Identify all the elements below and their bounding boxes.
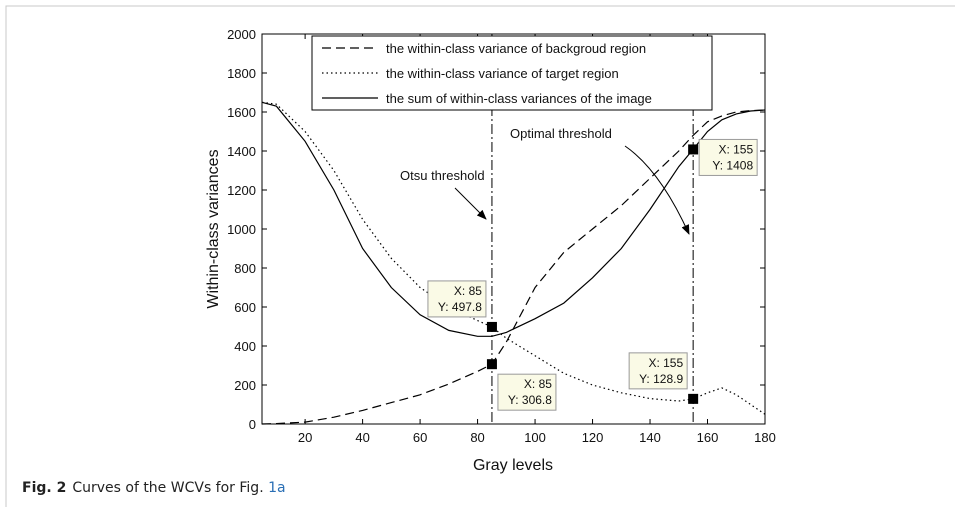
x-tick-label: 40 bbox=[355, 430, 369, 445]
legend-box bbox=[311, 35, 713, 111]
series-line bbox=[261, 101, 766, 337]
x-tick-label: 20 bbox=[298, 430, 312, 445]
x-tick-label: 100 bbox=[524, 430, 546, 445]
datatip-marker bbox=[486, 321, 497, 332]
caption-ref[interactable]: 1a bbox=[268, 480, 286, 496]
y-tick-label: 2000 bbox=[227, 27, 256, 42]
series-line bbox=[261, 109, 766, 425]
y-tick-label: 600 bbox=[234, 300, 256, 315]
legend-label: the within-class variance of backgroud r… bbox=[386, 41, 646, 56]
y-tick-label: 1800 bbox=[227, 66, 256, 81]
datatip-box bbox=[628, 352, 688, 390]
datatip-y: Y: 128.9 bbox=[639, 372, 683, 386]
y-tick-label: 1000 bbox=[227, 222, 256, 237]
frame bbox=[5, 5, 955, 507]
datatip-box bbox=[497, 373, 557, 411]
datatip-box bbox=[427, 280, 487, 318]
y-tick-label: 200 bbox=[234, 378, 256, 393]
annotation-arrow bbox=[624, 145, 690, 235]
datatip-marker bbox=[486, 359, 497, 370]
y-tick-label: 0 bbox=[249, 417, 256, 432]
x-tick-label: 160 bbox=[697, 430, 719, 445]
caption: Fig. 2 Curves of the WCVs for Fig. 1a bbox=[22, 480, 286, 496]
legend-label: the sum of within-class variances of the… bbox=[386, 91, 652, 106]
y-tick-label: 400 bbox=[234, 339, 256, 354]
y-tick-label: 1600 bbox=[227, 105, 256, 120]
datatip-x: X: 85 bbox=[454, 284, 482, 298]
x-axis-label: Gray levels bbox=[473, 457, 553, 474]
series-line bbox=[261, 101, 766, 415]
caption-text: Curves of the WCVs for Fig. bbox=[72, 480, 269, 496]
y-axis-label: Within-class variances bbox=[205, 149, 222, 308]
annotation: Optimal threshold bbox=[510, 126, 612, 141]
x-tick-label: 60 bbox=[413, 430, 427, 445]
caption-label: Fig. 2 bbox=[22, 480, 67, 496]
annotation: Otsu threshold bbox=[400, 168, 485, 183]
x-tick-label: 120 bbox=[582, 430, 604, 445]
datatip-box bbox=[698, 138, 758, 176]
y-tick-label: 1400 bbox=[227, 144, 256, 159]
datatip-x: X: 85 bbox=[524, 377, 552, 391]
x-tick-label: 140 bbox=[639, 430, 661, 445]
annotation-arrow bbox=[454, 187, 487, 220]
datatip-y: Y: 306.8 bbox=[508, 393, 552, 407]
x-tick-label: 80 bbox=[470, 430, 484, 445]
datatip-x: X: 155 bbox=[648, 356, 683, 370]
legend-label: the within-class variance of target regi… bbox=[386, 66, 619, 81]
y-tick-label: 1200 bbox=[227, 183, 256, 198]
x-tick-label: 180 bbox=[754, 430, 776, 445]
datatip-marker bbox=[688, 393, 699, 404]
datatip-y: Y: 497.8 bbox=[438, 300, 482, 314]
datatip-x: X: 155 bbox=[718, 142, 753, 156]
datatip-y: Y: 1408 bbox=[712, 158, 753, 172]
datatip-marker bbox=[688, 144, 699, 155]
y-tick-label: 800 bbox=[234, 261, 256, 276]
